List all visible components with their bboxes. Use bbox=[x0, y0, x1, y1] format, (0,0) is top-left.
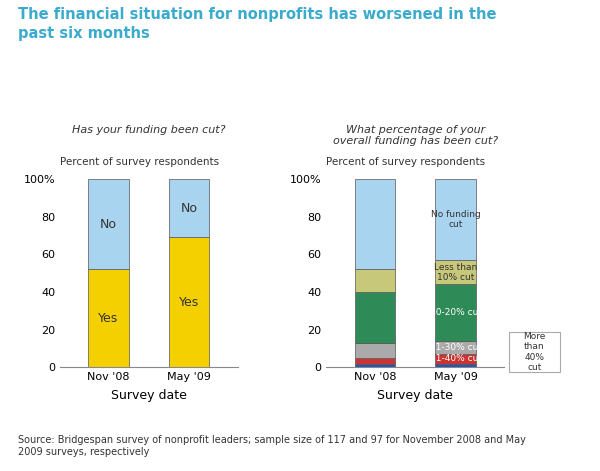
Text: 31-40% cut: 31-40% cut bbox=[430, 354, 482, 364]
Text: Has your funding been cut?: Has your funding been cut? bbox=[72, 125, 226, 135]
Bar bbox=[436, 179, 476, 260]
Bar bbox=[88, 269, 128, 367]
X-axis label: Survey date: Survey date bbox=[111, 389, 187, 402]
Text: Source: Bridgespan survey of nonprofit leaders; sample size of 117 and 97 for No: Source: Bridgespan survey of nonprofit l… bbox=[18, 435, 526, 457]
Text: No: No bbox=[100, 218, 117, 231]
Text: Percent of survey respondents: Percent of survey respondents bbox=[326, 157, 485, 167]
Bar bbox=[436, 260, 476, 284]
Bar bbox=[355, 358, 395, 364]
Bar bbox=[355, 364, 395, 367]
Text: 21-30% cut: 21-30% cut bbox=[430, 343, 482, 352]
Text: Yes: Yes bbox=[98, 312, 119, 325]
Bar bbox=[169, 179, 209, 237]
Bar bbox=[436, 354, 476, 364]
Text: What percentage of your
overall funding has been cut?: What percentage of your overall funding … bbox=[332, 125, 498, 146]
Bar bbox=[355, 292, 395, 343]
Text: 10-20% cut: 10-20% cut bbox=[430, 308, 482, 317]
Bar bbox=[169, 237, 209, 367]
Bar bbox=[436, 284, 476, 341]
Bar bbox=[436, 341, 476, 354]
Bar bbox=[355, 269, 395, 292]
Text: More
than
40%
cut: More than 40% cut bbox=[523, 332, 545, 372]
Text: Less than
10% cut: Less than 10% cut bbox=[434, 262, 477, 282]
Bar bbox=[436, 364, 476, 367]
Bar bbox=[355, 343, 395, 358]
Text: No funding
cut: No funding cut bbox=[431, 210, 481, 229]
Bar bbox=[88, 179, 128, 269]
Text: No: No bbox=[181, 202, 197, 215]
Text: The financial situation for nonprofits has worsened in the
past six months: The financial situation for nonprofits h… bbox=[18, 7, 497, 41]
Text: Yes: Yes bbox=[179, 296, 199, 309]
X-axis label: Survey date: Survey date bbox=[377, 389, 453, 402]
Bar bbox=[355, 179, 395, 269]
Text: Percent of survey respondents: Percent of survey respondents bbox=[60, 157, 219, 167]
